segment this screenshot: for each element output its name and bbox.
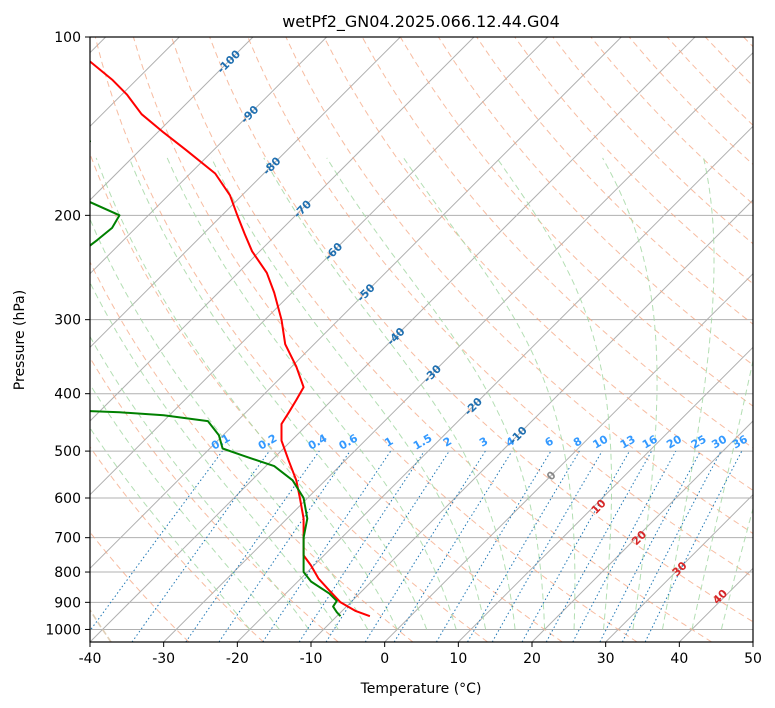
x-tick-label: 50 — [744, 651, 762, 667]
dry-adiabat-line — [323, 37, 753, 491]
mixing-ratio-line — [644, 450, 743, 642]
moist-adiabat-line — [90, 335, 310, 630]
isotherm-line — [90, 37, 696, 642]
mixing-ratio-line — [218, 450, 351, 642]
mixing-ratio-line — [131, 450, 270, 642]
isotherm-line — [90, 37, 254, 201]
moist-adiabat-line — [90, 217, 369, 630]
moist-adiabat-line — [602, 157, 658, 630]
isotherm-line — [384, 272, 753, 642]
moist-adiabat-line — [496, 157, 612, 630]
x-axis-title: Temperature (°C) — [360, 681, 482, 697]
mixing-ratio-line — [262, 450, 392, 642]
x-tick-label: -10 — [300, 651, 323, 667]
moist-adiabat-line — [326, 157, 546, 630]
dry-adiabat-line — [171, 37, 712, 642]
y-tick-label: 800 — [54, 565, 81, 581]
dry-adiabat-line — [90, 356, 339, 642]
y-tick-label: 100 — [54, 30, 81, 46]
isotherm-line — [605, 493, 753, 642]
y-tick-label: 300 — [54, 313, 81, 329]
background-lines — [90, 37, 753, 642]
moist-adiabat-line — [128, 157, 428, 630]
dry-adiabat-line — [94, 37, 563, 642]
moist-adiabat-line — [90, 427, 251, 630]
dry-adiabat-line — [90, 260, 414, 642]
dry-adiabat-line — [476, 37, 753, 325]
x-tick-label: -20 — [226, 651, 249, 667]
moist-adiabat-line — [263, 157, 516, 630]
isotherm-line — [531, 420, 753, 642]
moist-adiabat-line — [90, 383, 280, 630]
moist-adiabat-line — [691, 358, 753, 630]
isotherm-line — [90, 37, 328, 275]
x-tick-label: 40 — [670, 651, 688, 667]
isotherm-line — [163, 51, 753, 642]
x-tick-label: -30 — [152, 651, 175, 667]
x-tick-label: -40 — [79, 651, 102, 667]
isotherm-line — [90, 37, 622, 570]
x-axis: -40 -30 -20 -10 0 10 20 30 40 50 — [79, 642, 762, 667]
y-tick-label: 200 — [54, 208, 81, 224]
y-tick-label: 600 — [54, 491, 81, 507]
y-axis-title: Pressure (hPa) — [12, 290, 28, 390]
dry-adiabat-line — [514, 37, 753, 285]
x-tick-label: 10 — [449, 651, 467, 667]
mixing-ratio-line — [572, 450, 677, 642]
y-tick-label: 400 — [54, 387, 81, 403]
mixing-ratio-line — [545, 450, 653, 642]
mixing-ratio-line — [325, 450, 450, 642]
isotherm-line — [236, 125, 753, 642]
isotherm-line — [90, 37, 549, 496]
x-tick-label: 20 — [523, 651, 541, 667]
moist-adiabat-line — [720, 506, 753, 630]
x-tick-label: 0 — [380, 651, 389, 667]
dry-adiabat-line — [90, 446, 264, 642]
moist-adiabat-line — [95, 157, 398, 630]
y-tick-label: 500 — [54, 444, 81, 460]
plot-frame — [89, 36, 754, 643]
y-tick-label: 1000 — [45, 622, 81, 638]
isotherm-line — [90, 37, 401, 349]
dewpoint-line — [90, 139, 342, 617]
mixing-ratio-line — [393, 450, 513, 642]
moist-adiabat-line — [90, 281, 339, 630]
isotherm-line — [457, 346, 753, 642]
isotherm-line — [90, 37, 475, 422]
y-tick-label: 700 — [54, 531, 81, 547]
data-series — [90, 60, 371, 618]
x-tick-label: 30 — [597, 651, 615, 667]
dry-adiabat-line — [209, 37, 753, 623]
mixing-ratio-line — [298, 450, 425, 642]
chart-title: wetPf2_GN04.2025.066.12.44.G04 — [282, 12, 560, 32]
dry-adiabat-line — [247, 37, 753, 578]
y-axis: 100 200 300 400 500 600 700 800 900 1000 — [45, 30, 90, 638]
mixing-ratio-line — [90, 450, 223, 632]
mixing-ratio-line — [185, 450, 320, 642]
moist-adiabat-line — [403, 157, 576, 630]
y-tick-label: 900 — [54, 595, 81, 611]
moist-adiabat-line — [166, 157, 457, 630]
dry-adiabat-line — [285, 37, 753, 535]
mixing-ratio-line — [521, 450, 630, 642]
temperature-line — [90, 60, 371, 618]
moist-adiabat-line — [661, 157, 715, 630]
